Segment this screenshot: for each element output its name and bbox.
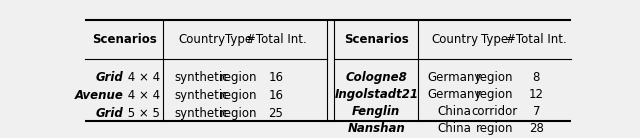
- Text: corridor: corridor: [471, 105, 517, 118]
- Text: #Total Int.: #Total Int.: [506, 33, 566, 47]
- Text: China: China: [438, 105, 472, 118]
- Text: Germany: Germany: [428, 71, 482, 84]
- Text: region: region: [476, 71, 513, 84]
- Text: 8: 8: [532, 71, 540, 84]
- Text: Type: Type: [481, 33, 508, 47]
- Text: synthetic: synthetic: [174, 89, 229, 102]
- Text: 4 × 4: 4 × 4: [124, 89, 160, 102]
- Text: Scenarios: Scenarios: [92, 33, 157, 47]
- Text: synthetic: synthetic: [174, 107, 229, 120]
- Text: Cologne8: Cologne8: [346, 71, 407, 84]
- Text: Grid: Grid: [96, 71, 124, 84]
- Text: Ingolstadt21: Ingolstadt21: [334, 88, 419, 101]
- Text: 25: 25: [269, 107, 284, 120]
- Text: region: region: [220, 89, 257, 102]
- Text: Germany: Germany: [428, 88, 482, 101]
- Text: 12: 12: [529, 88, 544, 101]
- Text: Country: Country: [431, 33, 478, 47]
- Text: 7: 7: [532, 105, 540, 118]
- Text: region: region: [476, 122, 513, 135]
- Text: Fenglin: Fenglin: [352, 105, 401, 118]
- Text: 5 × 5: 5 × 5: [124, 107, 159, 120]
- Text: 16: 16: [268, 89, 284, 102]
- Text: region: region: [220, 107, 257, 120]
- Text: Type: Type: [225, 33, 252, 47]
- Text: Avenue: Avenue: [75, 89, 124, 102]
- Text: 28: 28: [529, 122, 544, 135]
- Text: synthetic: synthetic: [174, 71, 229, 84]
- Text: Scenarios: Scenarios: [344, 33, 409, 47]
- Text: 4 × 4: 4 × 4: [124, 71, 160, 84]
- Text: 16: 16: [268, 71, 284, 84]
- Text: region: region: [476, 88, 513, 101]
- Text: Nanshan: Nanshan: [348, 122, 405, 135]
- Text: region: region: [220, 71, 257, 84]
- Text: #Total Int.: #Total Int.: [246, 33, 307, 47]
- Text: Grid: Grid: [96, 107, 124, 120]
- Text: Country: Country: [178, 33, 225, 47]
- Text: China: China: [438, 122, 472, 135]
